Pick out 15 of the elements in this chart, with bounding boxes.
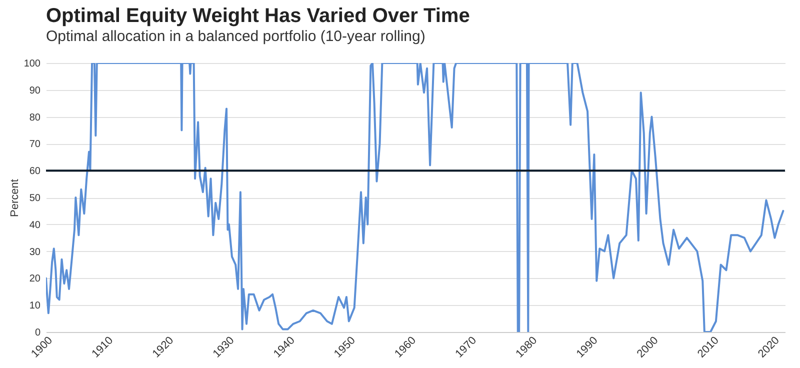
- y-tick-label: 60: [29, 166, 41, 178]
- y-tick-label: 70: [29, 139, 41, 150]
- y-tick-label: 90: [29, 85, 41, 96]
- y-tick-label: 50: [29, 193, 41, 204]
- y-axis-title: Percent: [8, 179, 21, 217]
- chart-title: Optimal Equity Weight Has Varied Over Time: [46, 5, 470, 27]
- y-tick-label: 40: [29, 220, 41, 231]
- y-tick-label: 100: [24, 58, 41, 70]
- y-tick-label: 20: [29, 274, 41, 285]
- line-series: [46, 63, 784, 332]
- chart-subtitle: Optimal allocation in a balanced portfolio (10-year rolling): [46, 28, 426, 45]
- y-tick-label: 0: [34, 328, 41, 338]
- y-tick-label: 80: [29, 112, 41, 124]
- y-tick-label: 10: [29, 300, 41, 312]
- y-tick-label: 30: [29, 246, 41, 258]
